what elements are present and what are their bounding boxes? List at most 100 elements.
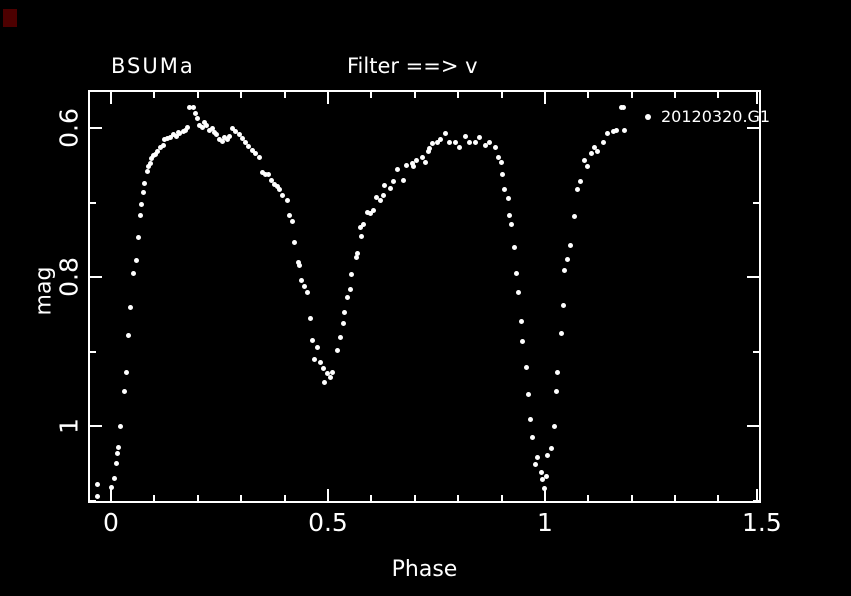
- data-point: [280, 192, 286, 198]
- data-point: [554, 389, 560, 395]
- data-point: [299, 277, 305, 283]
- data-point: [462, 134, 468, 140]
- data-point: [140, 189, 146, 195]
- data-point: [342, 309, 348, 315]
- data-point: [187, 104, 193, 110]
- data-point: [582, 158, 588, 164]
- data-point: [135, 235, 141, 241]
- data-point: [173, 133, 179, 139]
- data-point: [164, 135, 170, 141]
- data-point: [435, 139, 441, 145]
- data-point: [425, 149, 431, 155]
- data-point: [452, 139, 458, 145]
- data-point: [438, 136, 444, 142]
- x-tick-label: 0: [103, 508, 119, 537]
- data-point: [354, 250, 360, 256]
- data-point: [337, 335, 343, 340]
- data-point: [555, 370, 561, 376]
- data-point: [113, 460, 119, 466]
- data-point: [382, 182, 388, 188]
- data-point: [160, 142, 166, 148]
- data-point: [560, 302, 566, 308]
- x-tick: [109, 489, 112, 501]
- x-tick: [240, 92, 243, 98]
- data-point: [605, 130, 611, 136]
- data-point: [193, 110, 199, 116]
- data-point: [167, 135, 173, 141]
- x-tick: [630, 495, 633, 501]
- data-point: [147, 160, 153, 166]
- y-tick-label: 1: [54, 418, 84, 435]
- x-tick: [717, 92, 720, 98]
- data-point: [142, 181, 148, 187]
- data-point: [127, 305, 133, 311]
- y-tick: [90, 425, 102, 428]
- data-point: [133, 258, 139, 264]
- y-tick: [90, 201, 96, 204]
- data-point: [527, 417, 533, 422]
- data-point: [344, 295, 350, 301]
- data-point: [589, 150, 595, 156]
- x-tick: [674, 92, 677, 98]
- data-point: [123, 370, 129, 376]
- data-point: [495, 154, 501, 160]
- data-point: [170, 132, 176, 138]
- y-tick: [747, 127, 759, 130]
- data-point: [292, 240, 298, 246]
- x-tick: [756, 92, 758, 104]
- legend-label: 20120320.G1: [661, 107, 771, 126]
- data-point: [524, 364, 530, 370]
- data-point: [347, 287, 353, 293]
- data-point: [195, 115, 201, 121]
- data-point: [551, 424, 557, 430]
- x-tick: [587, 92, 590, 98]
- data-point: [322, 380, 328, 386]
- x-tick: [543, 489, 546, 501]
- x-tick: [543, 92, 546, 104]
- data-point: [224, 137, 230, 143]
- data-point: [512, 244, 518, 250]
- y-tick: [90, 499, 96, 502]
- data-point: [367, 210, 373, 216]
- data-point: [185, 124, 191, 130]
- data-point: [257, 155, 263, 161]
- data-point: [216, 136, 222, 142]
- data-point: [114, 450, 120, 456]
- data-point: [584, 164, 590, 170]
- x-tick: [413, 495, 416, 501]
- x-tick: [326, 489, 329, 501]
- data-point: [502, 187, 508, 193]
- data-point: [507, 212, 513, 218]
- x-tick: [283, 92, 286, 98]
- data-point: [472, 139, 478, 145]
- x-tick: [457, 495, 460, 501]
- data-point: [265, 172, 271, 178]
- data-point: [157, 144, 163, 150]
- x-tick: [500, 92, 503, 98]
- data-point: [321, 365, 327, 371]
- data-point: [370, 207, 376, 213]
- data-point: [310, 337, 316, 343]
- data-point: [533, 461, 539, 467]
- data-point: [600, 140, 606, 146]
- data-point: [109, 484, 115, 490]
- data-point: [138, 202, 144, 208]
- data-point: [297, 262, 303, 268]
- data-point: [519, 319, 525, 325]
- data-point: [442, 130, 448, 136]
- data-point: [409, 160, 415, 166]
- y-tick: [747, 276, 759, 279]
- data-point: [387, 185, 393, 191]
- data-point: [153, 151, 159, 157]
- data-point: [111, 475, 117, 481]
- x-tick: [153, 495, 156, 501]
- data-point: [269, 177, 275, 183]
- data-point: [317, 359, 323, 365]
- data-point: [155, 148, 161, 154]
- data-point: [500, 172, 506, 178]
- data-point: [302, 284, 308, 290]
- y-tick: [753, 499, 759, 502]
- data-point: [592, 144, 598, 150]
- data-point: [457, 144, 463, 150]
